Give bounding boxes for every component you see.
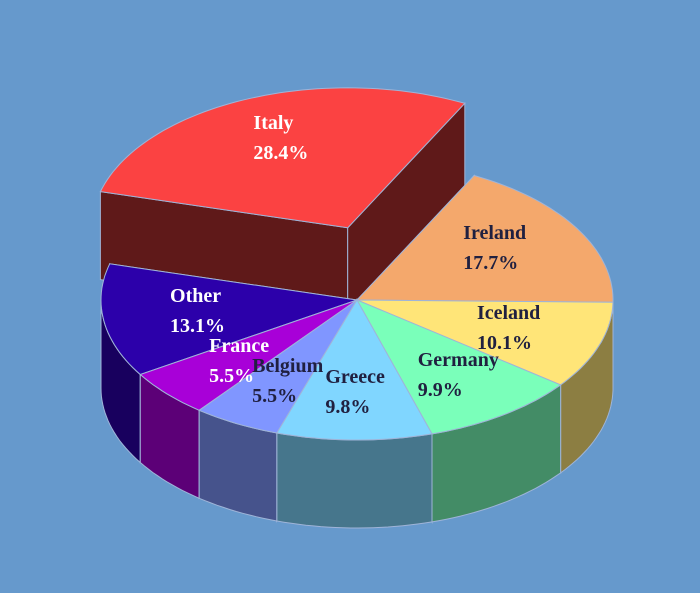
- slice-label: Ireland: [463, 222, 526, 244]
- labels: Italy 28.4% Ireland 17.7% Iceland 10.1%German…: [170, 112, 540, 418]
- slice: [99, 87, 466, 229]
- slice-value-label: 5.5%: [209, 365, 254, 387]
- slice-tops: [99, 87, 614, 441]
- slice-value-label: 5.5%: [252, 385, 297, 407]
- slice-value-label: 9.9%: [418, 379, 463, 401]
- slice-value-label: 17.7%: [463, 252, 518, 274]
- slice: [355, 174, 614, 303]
- slice: [276, 299, 433, 441]
- slice: [355, 298, 562, 435]
- slice-label: Iceland: [477, 302, 540, 324]
- slice-label: France: [209, 335, 269, 357]
- slice: [100, 263, 358, 376]
- slice-outer-wall: [276, 432, 433, 529]
- slice-value-label: 13.1%: [170, 315, 225, 337]
- slice: [198, 299, 358, 434]
- slice-value-label: 10.1%: [477, 332, 532, 354]
- slice-value-label: 28.4%: [253, 142, 308, 164]
- slice-value-label: 9.8%: [325, 396, 370, 418]
- slice-label: Belgium: [252, 355, 323, 377]
- slice-label: Other: [170, 285, 221, 307]
- slice: [139, 299, 358, 411]
- slice-label: Italy: [253, 112, 293, 134]
- slice-label: Germany: [418, 349, 499, 371]
- slice: [356, 299, 614, 386]
- slice-label: Greece: [325, 366, 385, 388]
